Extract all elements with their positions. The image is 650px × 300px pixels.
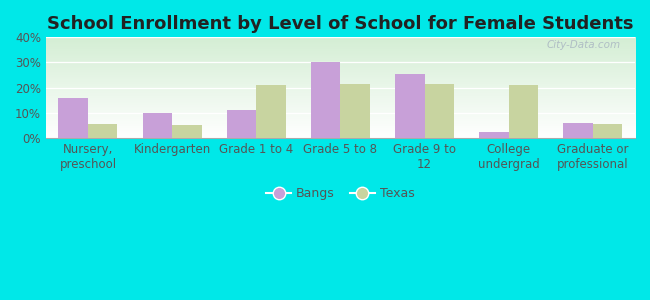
Title: School Enrollment by Level of School for Female Students: School Enrollment by Level of School for…	[47, 15, 634, 33]
Bar	[564, 123, 593, 138]
Text: City-Data.com: City-Data.com	[546, 40, 620, 50]
Bar	[88, 124, 118, 138]
Bar	[479, 132, 509, 138]
Bar	[395, 74, 424, 138]
Legend: Bangs, Texas: Bangs, Texas	[261, 182, 420, 206]
Bar	[227, 110, 256, 138]
Bar	[424, 84, 454, 138]
Bar	[509, 85, 538, 138]
Bar	[58, 98, 88, 138]
Bar	[172, 125, 202, 138]
Bar	[142, 113, 172, 138]
Bar	[311, 62, 341, 138]
Bar	[341, 84, 370, 138]
Bar	[256, 85, 286, 138]
Bar	[593, 124, 623, 138]
